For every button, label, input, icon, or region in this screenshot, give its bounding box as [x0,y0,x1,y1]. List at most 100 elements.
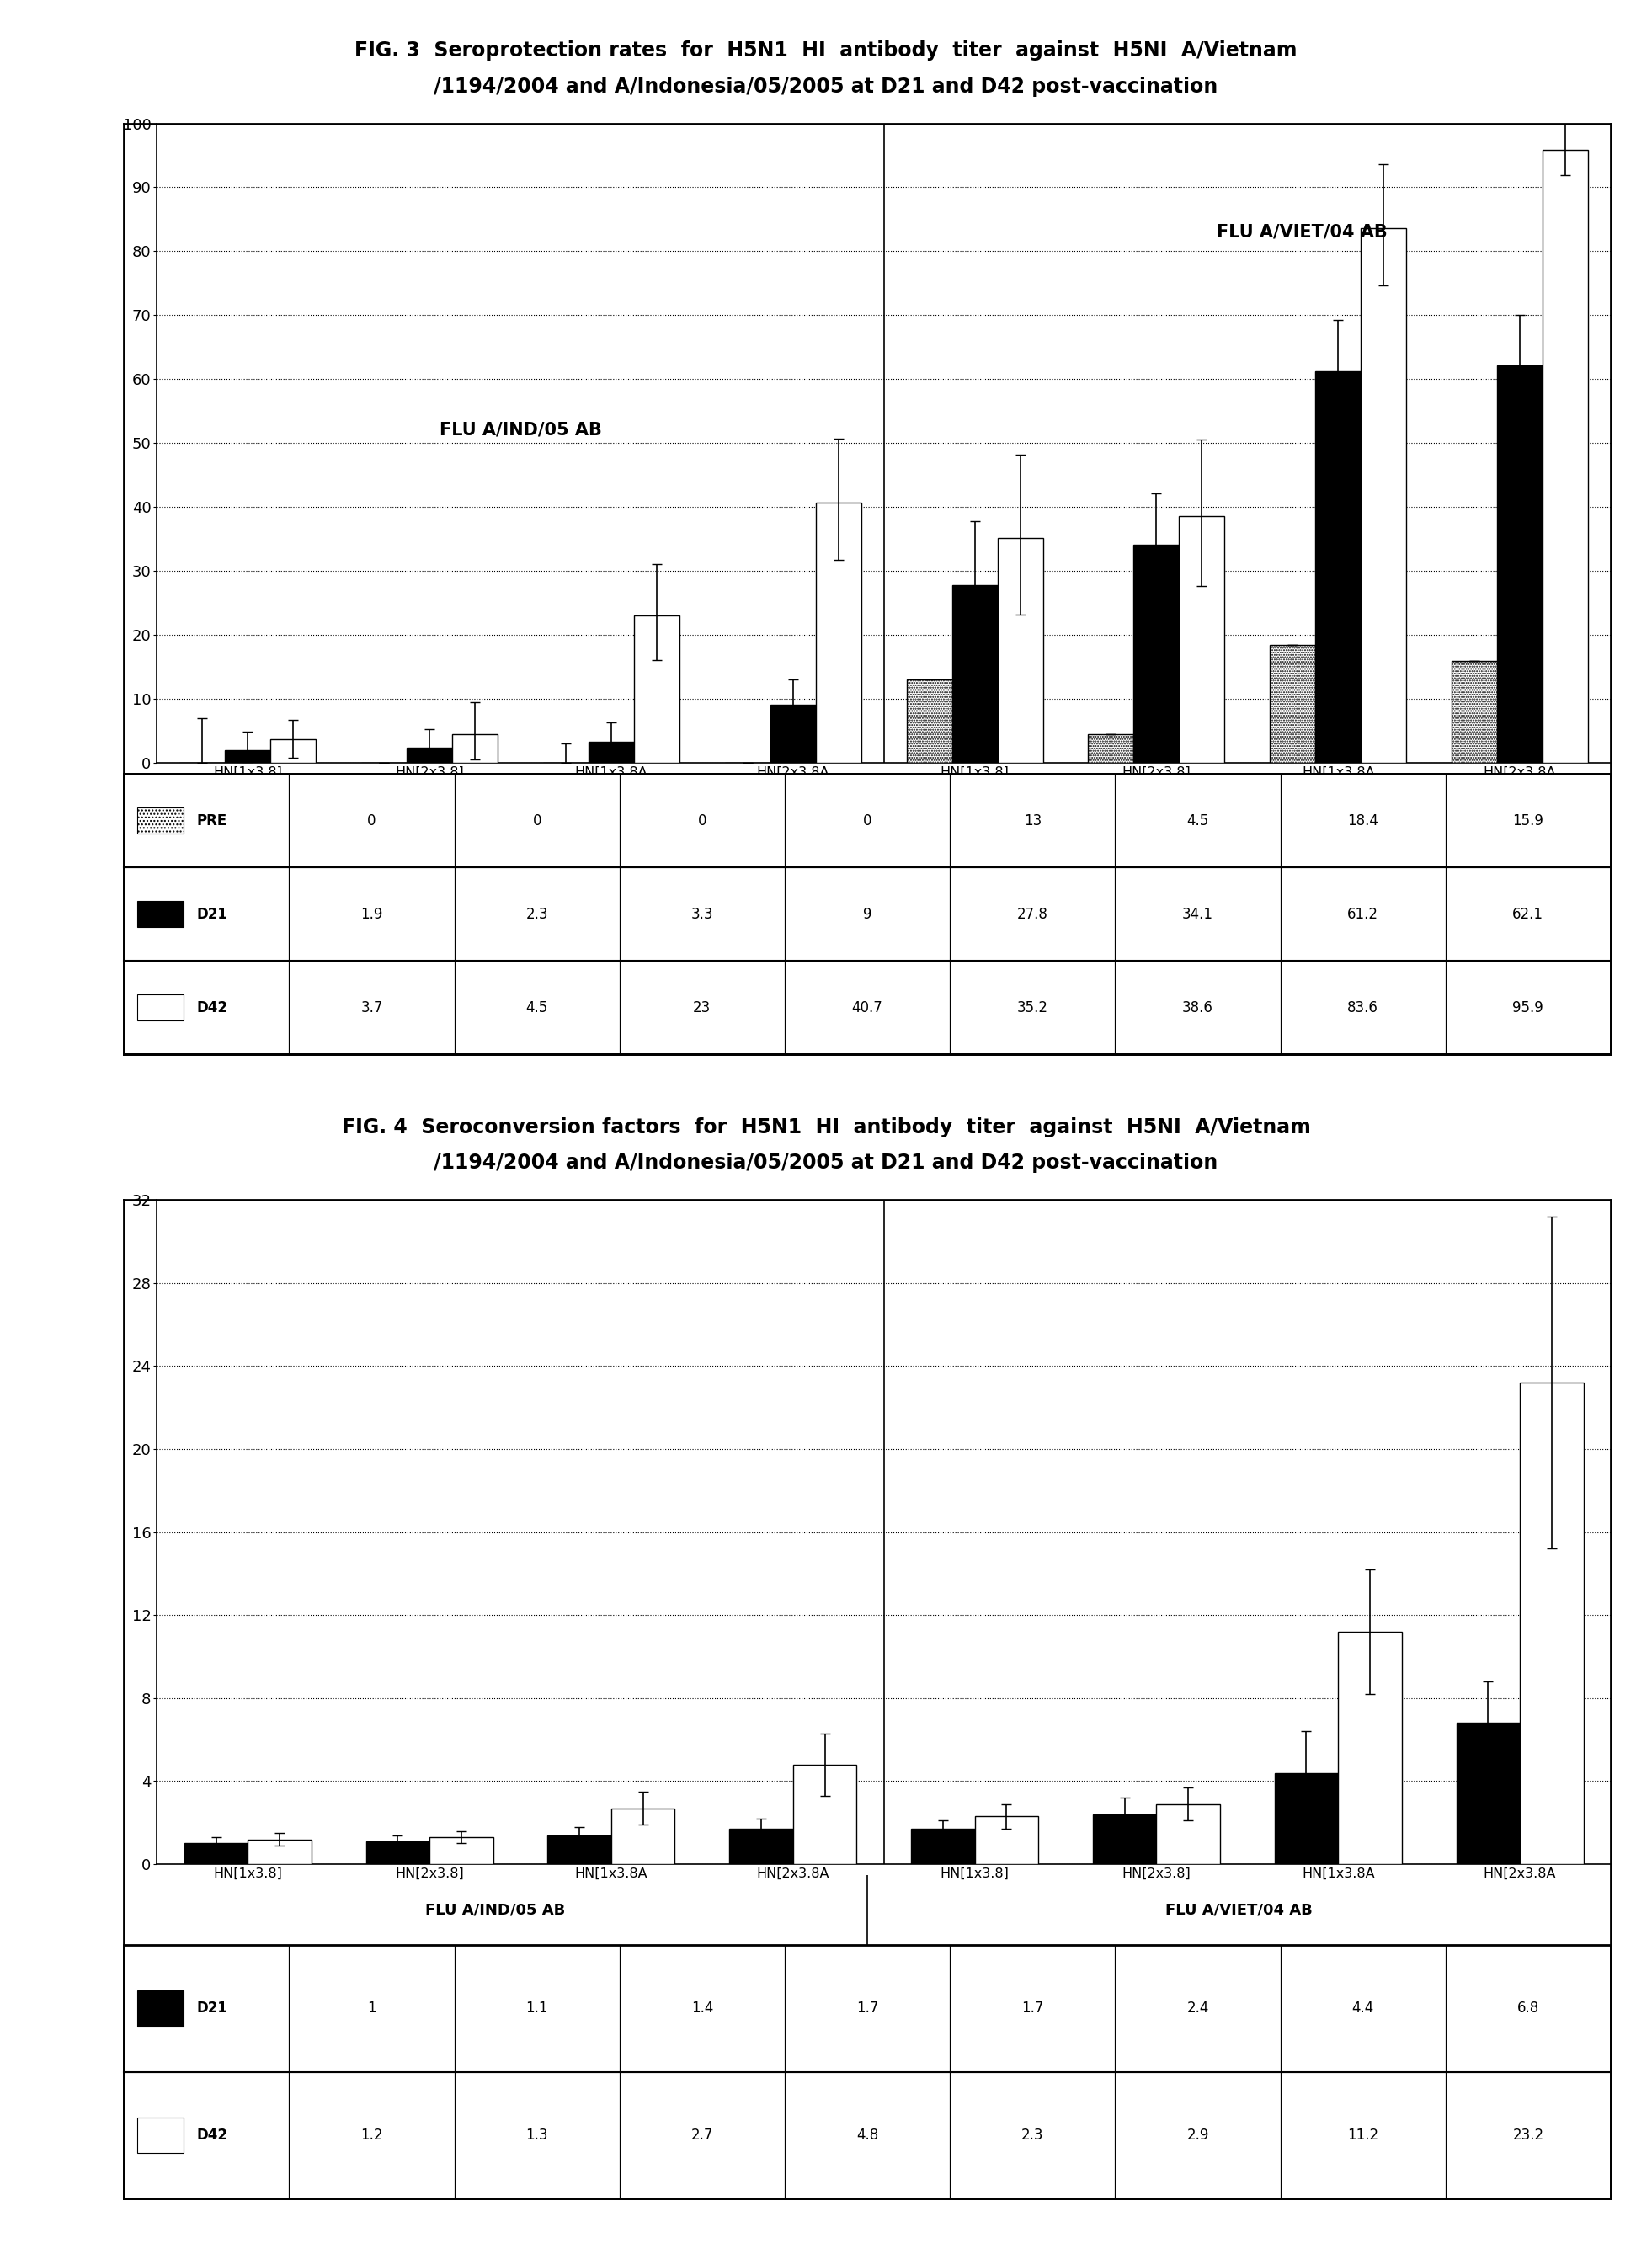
Text: 2.9: 2.9 [1186,2126,1209,2142]
Bar [271,738,316,763]
Bar [1280,1945,1446,2073]
Text: 61.2: 61.2 [1348,906,1378,922]
Bar [1520,1382,1583,1864]
Bar [1275,1772,1338,1864]
Bar [124,774,289,868]
Bar [950,1945,1115,2073]
Bar [950,2073,1115,2198]
Bar [289,1945,454,2073]
Text: 1.9: 1.9 [360,906,383,922]
Text: 0: 0 [697,812,707,828]
Text: 83.6: 83.6 [1348,1000,1378,1016]
Bar [124,2073,289,2198]
Bar [1446,2073,1611,2198]
Bar [1446,960,1611,1054]
Bar [793,1765,857,1864]
Text: D21: D21 [197,906,228,922]
Bar [785,868,950,960]
Bar [620,1945,785,2073]
Text: /1194/2004 and A/Indonesia/05/2005 at D21 and D42 post-vaccination: /1194/2004 and A/Indonesia/05/2005 at D2… [434,76,1218,96]
Text: 38.6: 38.6 [1183,1000,1213,1016]
Bar [785,774,950,868]
Bar [588,742,634,763]
Bar [367,1842,430,1864]
Bar [1156,1803,1219,1864]
Bar [975,1817,1037,1864]
Bar [907,680,952,763]
Bar [1180,516,1224,763]
Bar [952,585,998,763]
Bar [1115,868,1280,960]
Bar [998,538,1042,763]
Text: 1.2: 1.2 [360,2126,383,2142]
Text: 0: 0 [862,812,872,828]
Text: 1.7: 1.7 [856,2001,879,2016]
Bar [289,2073,454,2198]
Bar [454,868,620,960]
Text: 23: 23 [694,1000,710,1016]
Text: FLU A/IND/05 AB: FLU A/IND/05 AB [439,422,601,440]
Text: 62.1: 62.1 [1513,906,1543,922]
Text: 18.4: 18.4 [1348,812,1378,828]
Text: 2.3: 2.3 [525,906,548,922]
Bar [185,1844,248,1864]
Text: 27.8: 27.8 [1018,906,1047,922]
Bar [289,868,454,960]
Bar [1280,774,1446,868]
Text: 6.8: 6.8 [1517,2001,1540,2016]
Text: D21: D21 [197,2001,228,2016]
Bar [454,774,620,868]
Bar [454,960,620,1054]
Bar [912,1828,975,1864]
Bar [548,1835,611,1864]
Text: 3.7: 3.7 [360,1000,383,1016]
Text: 4.5: 4.5 [1186,812,1209,828]
Bar [1270,646,1315,763]
Bar [1115,2073,1280,2198]
Bar [950,960,1115,1054]
Bar [1115,774,1280,868]
Bar [430,1837,492,1864]
Bar [1094,1815,1156,1864]
Bar [620,2073,785,2198]
Text: FLU A/VIET/04 AB: FLU A/VIET/04 AB [1165,1902,1313,1918]
Bar [950,868,1115,960]
Text: 2.4: 2.4 [1186,2001,1209,2016]
Bar [730,1828,793,1864]
Bar [225,751,271,763]
Bar [816,502,861,763]
Bar [1457,1723,1520,1864]
Text: 1.3: 1.3 [525,2126,548,2142]
Bar [634,615,679,763]
Text: 4.8: 4.8 [856,2126,879,2142]
Bar [124,1945,289,2073]
Text: 35.2: 35.2 [1018,1000,1047,1016]
Bar [137,994,183,1021]
Text: 4.5: 4.5 [525,1000,548,1016]
Text: FIG. 3  Seroprotection rates  for  H5N1  HI  antibody  titer  against  H5NI  A/V: FIG. 3 Seroprotection rates for H5N1 HI … [355,40,1297,61]
Text: 1.1: 1.1 [525,2001,548,2016]
Bar [1446,868,1611,960]
Bar [1280,868,1446,960]
Bar [1361,229,1406,763]
Bar [454,1945,620,2073]
Bar [785,2073,950,2198]
Text: 9: 9 [862,906,872,922]
Text: 95.9: 95.9 [1513,1000,1543,1016]
Bar [770,704,816,763]
Bar [124,868,289,960]
Text: 11.2: 11.2 [1348,2126,1378,2142]
Bar [248,1839,311,1864]
Bar [1315,372,1361,763]
Text: 2.7: 2.7 [691,2126,714,2142]
Text: /1194/2004 and A/Indonesia/05/2005 at D21 and D42 post-vaccination: /1194/2004 and A/Indonesia/05/2005 at D2… [434,1153,1218,1173]
Bar [620,960,785,1054]
Bar [1452,662,1497,763]
Text: 1.4: 1.4 [691,2001,714,2016]
Text: FLU A/VIET/04 AB: FLU A/VIET/04 AB [1216,224,1388,240]
Bar [1133,545,1180,763]
Text: 3.3: 3.3 [691,906,714,922]
Bar [950,774,1115,868]
Bar [1115,960,1280,1054]
Bar [1446,1945,1611,2073]
